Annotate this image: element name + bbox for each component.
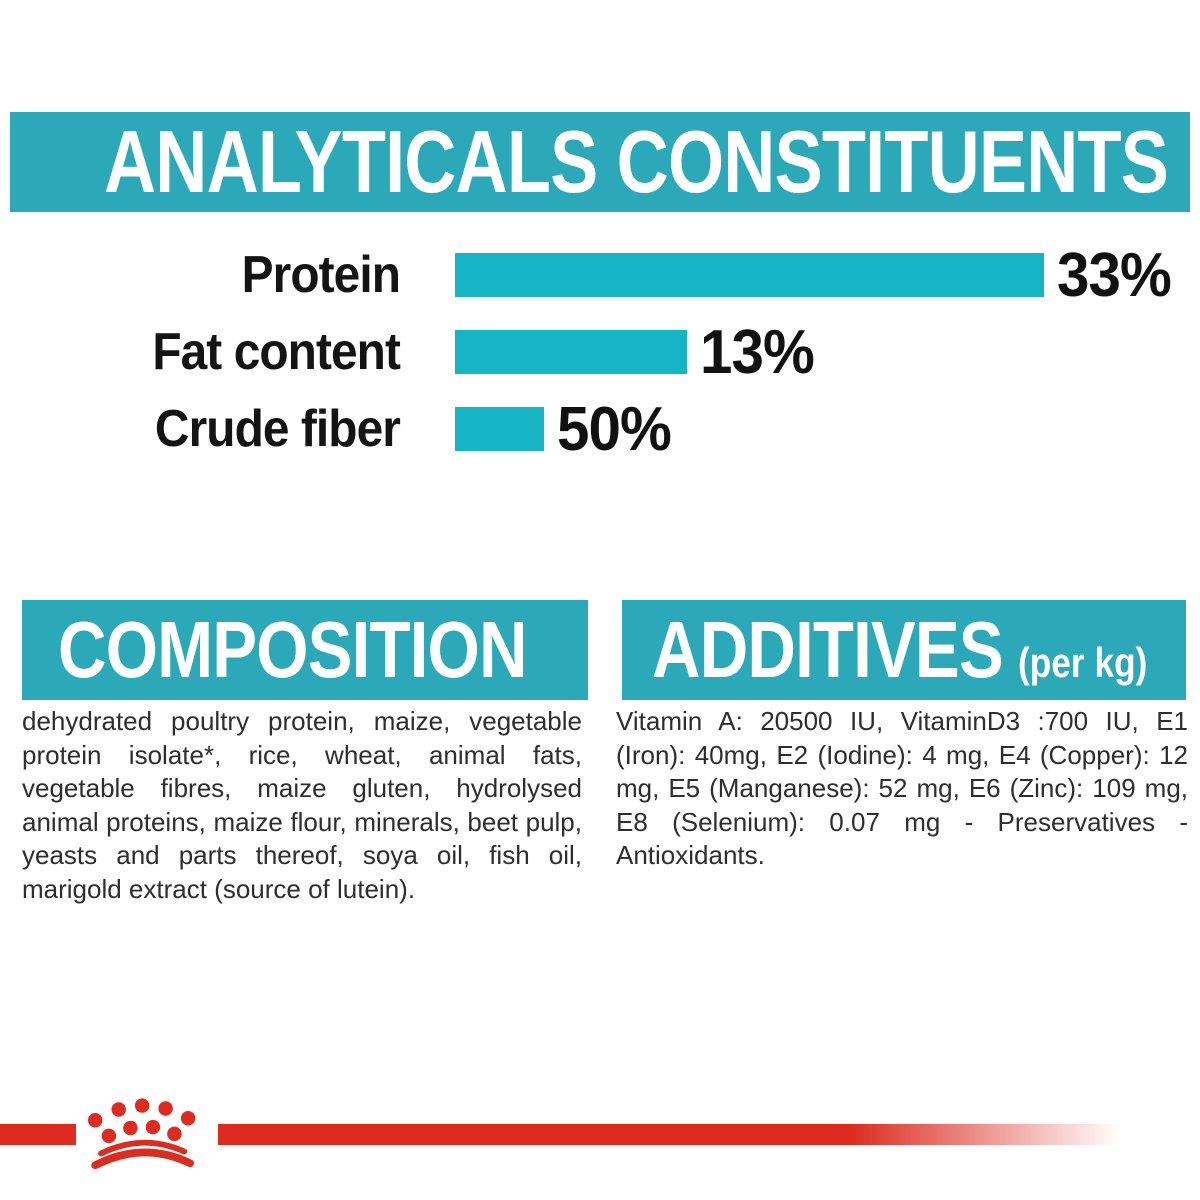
chart-row-crude-fiber: Crude fiber 50%: [0, 395, 1200, 464]
additives-title-group: ADDITIVES (per kg): [652, 604, 1147, 696]
chart-value-crude-fiber: 50%: [557, 394, 672, 464]
chart-label-fat-content: Fat content: [152, 323, 401, 381]
additives-unit-label: (per kg): [1018, 639, 1148, 686]
chart-bar-fat-content: [455, 330, 687, 374]
additives-title: ADDITIVES: [652, 605, 1004, 694]
royal-canin-crown-icon: [87, 1098, 196, 1170]
chart-value-fat-content: 13%: [700, 317, 815, 387]
chart-value-protein: 33%: [1057, 240, 1172, 310]
chart-row-protein: Protein 33%: [0, 241, 1200, 310]
analyticals-banner: ANALYTICALS CONSTITUENTS: [10, 112, 1190, 212]
chart-label-protein: Protein: [241, 246, 401, 304]
analyticals-title: ANALYTICALS CONSTITUENTS: [104, 112, 1169, 211]
chart-row-fat-content: Fat content 13%: [0, 318, 1200, 387]
chart-label-crude-fiber: Crude fiber: [154, 400, 401, 458]
footer-red-bar-left: [0, 1124, 76, 1145]
footer-red-bar-right: [218, 1124, 1120, 1145]
chart-bar-crude-fiber: [455, 407, 544, 451]
composition-banner: COMPOSITION: [22, 600, 588, 700]
composition-text: dehydrated poultry protein, maize, veget…: [22, 706, 582, 904]
additives-text: Vitamin A: 20500 IU, VitaminD3 :700 IU, …: [616, 706, 1188, 870]
composition-title: COMPOSITION: [58, 605, 527, 694]
chart-bar-protein: [455, 253, 1044, 297]
additives-banner: ADDITIVES (per kg): [622, 600, 1186, 700]
